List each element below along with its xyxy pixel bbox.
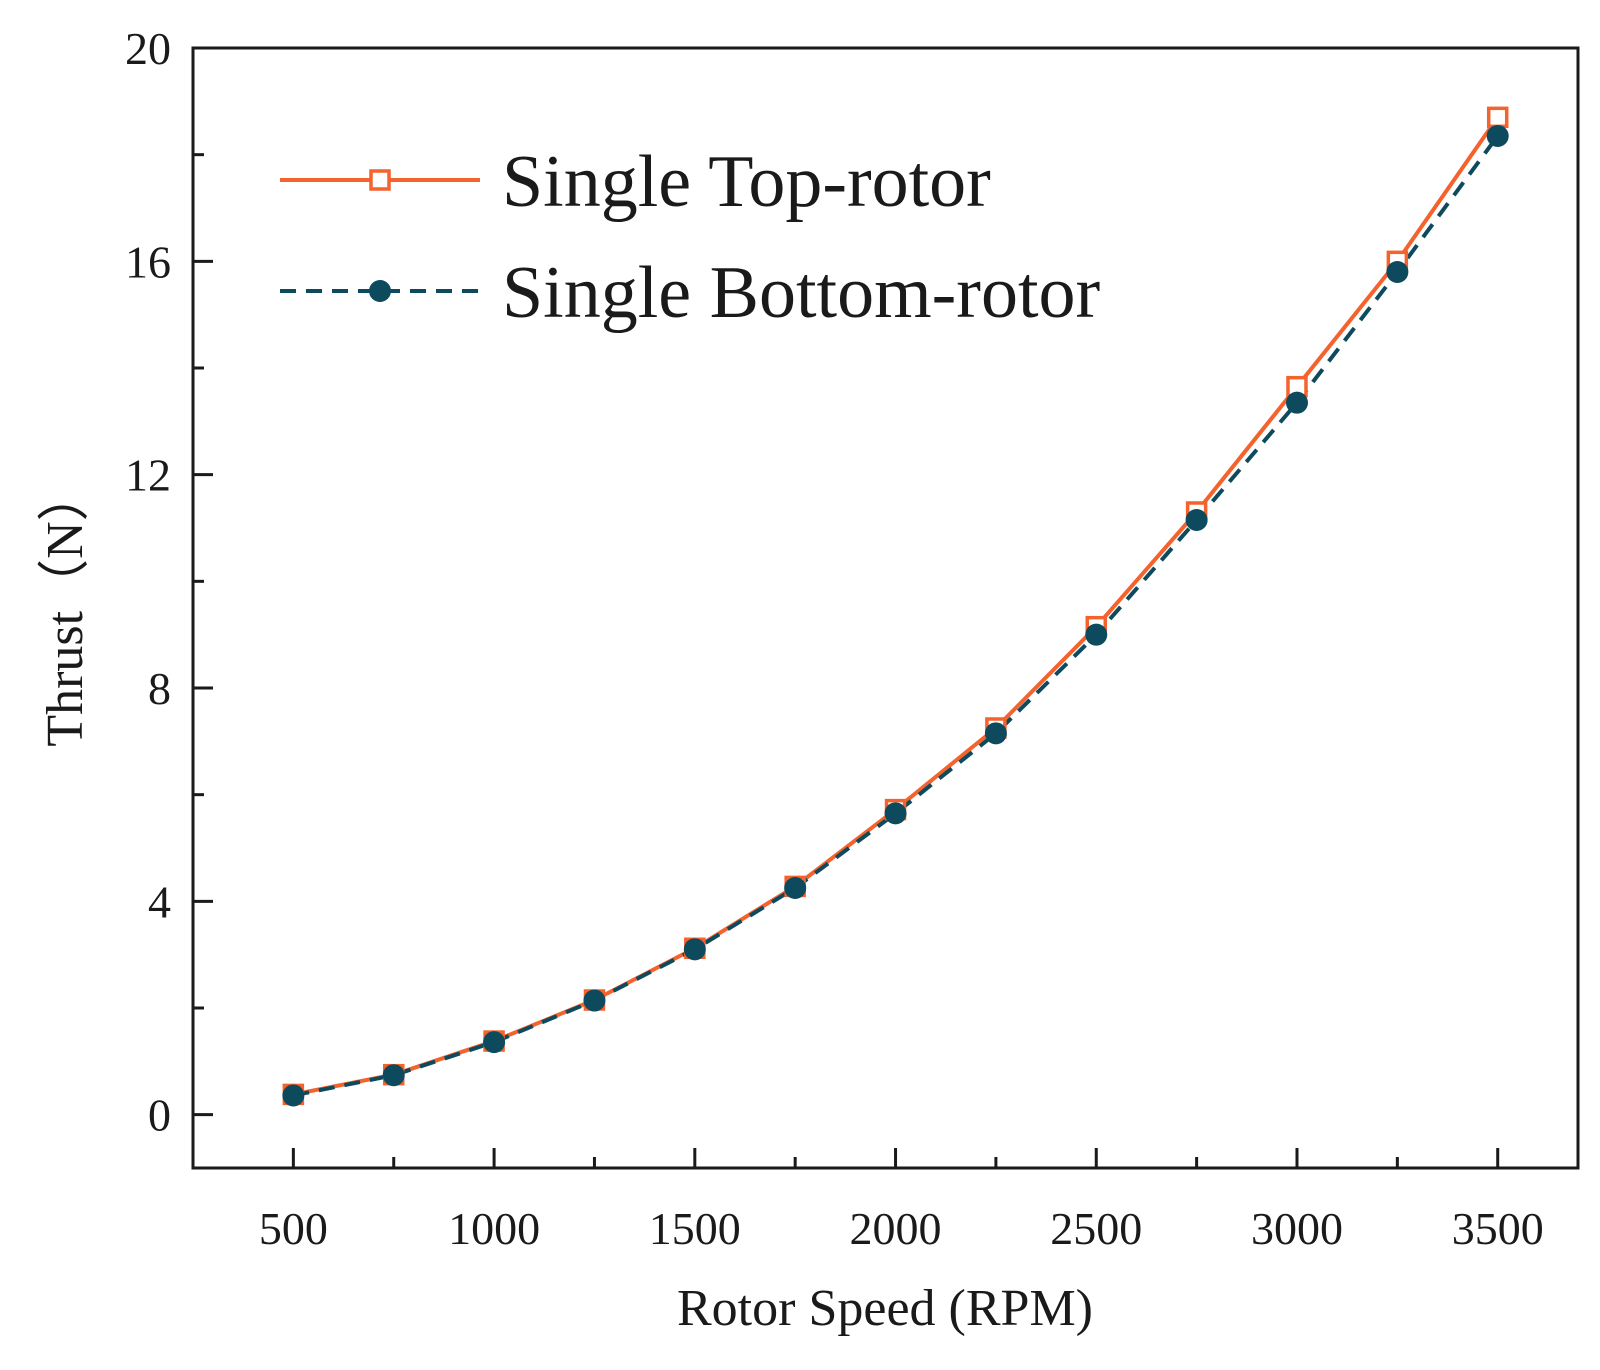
y-tick-label: 12 xyxy=(125,450,171,501)
data-point-bottom-rotor xyxy=(382,1064,405,1087)
data-point-bottom-rotor xyxy=(1386,261,1409,283)
y-tick-label: 4 xyxy=(148,876,171,927)
data-point-bottom-rotor xyxy=(483,1031,506,1054)
legend-marker-top-rotor xyxy=(369,169,391,191)
data-point-bottom-rotor xyxy=(984,722,1007,745)
series-layer xyxy=(282,106,1509,1107)
data-point-bottom-rotor xyxy=(884,802,907,825)
data-point-bottom-rotor xyxy=(1285,391,1308,414)
x-tick-label: 2500 xyxy=(1050,1203,1142,1254)
data-point-bottom-rotor xyxy=(784,877,807,899)
x-tick-label: 1500 xyxy=(649,1203,741,1254)
x-tick-label: 3500 xyxy=(1452,1203,1544,1254)
y-tick-label: 20 xyxy=(125,23,171,74)
legend-marker-bottom-rotor xyxy=(369,280,391,302)
y-tick-label: 16 xyxy=(125,236,171,287)
legend-label-bottom-rotor: Single Bottom-rotor xyxy=(502,252,1100,334)
x-tick-label: 2000 xyxy=(850,1203,942,1254)
axis-ticks: 500 1000 1500 2000 2500 3000 3500 0 4 8 12 16 20 xyxy=(125,23,1544,1254)
legend-label-top-rotor: Single Top-rotor xyxy=(502,141,991,223)
data-point-bottom-rotor xyxy=(282,1084,305,1107)
data-point-bottom-rotor xyxy=(1085,623,1108,646)
x-tick-label: 3000 xyxy=(1251,1203,1343,1254)
data-point-bottom-rotor xyxy=(683,938,706,961)
y-tick-label: 0 xyxy=(148,1090,171,1141)
data-point-bottom-rotor xyxy=(583,989,606,1012)
legend: Single Top-rotor Single Bottom-rotor xyxy=(280,141,1100,334)
data-point-bottom-rotor xyxy=(1486,125,1509,147)
x-tick-label: 500 xyxy=(259,1203,328,1254)
data-point-top-rotor xyxy=(1486,106,1509,129)
x-tick-label: 1000 xyxy=(448,1203,540,1254)
x-axis-title: Rotor Speed (RPM) xyxy=(677,1280,1093,1337)
y-tick-label: 8 xyxy=(148,663,171,714)
plot-frame xyxy=(191,46,1580,1170)
data-point-bottom-rotor xyxy=(1185,509,1208,531)
y-axis-title: Thrust（N） xyxy=(37,469,94,746)
